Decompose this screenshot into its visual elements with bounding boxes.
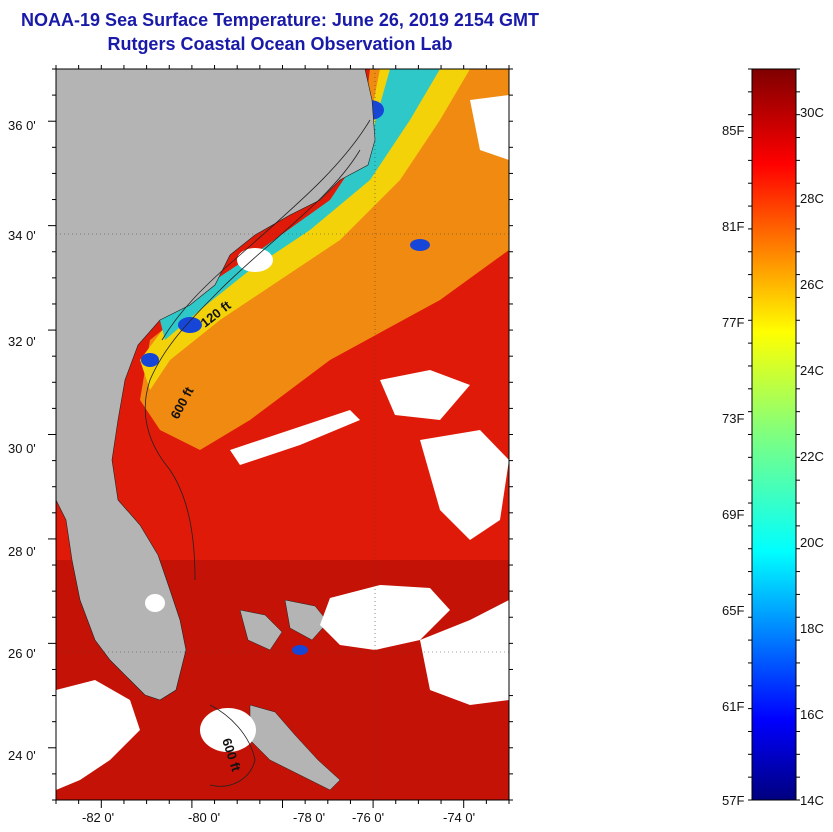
- lon-tick-label: -82 0': [82, 810, 114, 825]
- sst-map: [56, 69, 509, 800]
- colorbar-celsius-label: 28C: [800, 191, 824, 206]
- lat-tick-label: 30 0': [8, 441, 36, 456]
- lat-tick-label: 32 0': [8, 334, 36, 349]
- colorbar-ticks: [748, 68, 800, 801]
- depth-contour-600ft-south: [209, 704, 256, 787]
- colorbar-fahrenheit-label: 65F: [722, 603, 744, 618]
- lon-tick-label: -76 0': [352, 810, 384, 825]
- bahamas-land: [249, 704, 341, 791]
- cloud-cover: [56, 680, 140, 790]
- colorbar-celsius-label: 20C: [800, 535, 824, 550]
- colorbar-fahrenheit-label: 61F: [722, 699, 744, 714]
- axis-ticks: [48, 65, 513, 808]
- colorbar-fahrenheit-label: 81F: [722, 219, 744, 234]
- depth-contour-120ft: [161, 119, 371, 341]
- cloud-cover: [320, 585, 450, 650]
- colorbar-celsius-label: 24C: [800, 363, 824, 378]
- lat-tick-label: 34 0': [8, 228, 36, 243]
- shelf-cool-band: [140, 69, 509, 450]
- lat-tick-label: 36 0': [8, 118, 36, 133]
- lat-tick-label: 26 0': [8, 646, 36, 661]
- us-east-coast-land: [56, 69, 376, 701]
- depth-contour-600ft: [144, 149, 361, 581]
- lake-okeechobee: [145, 594, 165, 612]
- colorbar-fahrenheit-label: 69F: [722, 507, 744, 522]
- cloud-cover: [420, 600, 509, 705]
- colorbar-fahrenheit-label: 85F: [722, 123, 744, 138]
- colorbar-celsius-label: 26C: [800, 277, 824, 292]
- colorbar-celsius-label: 30C: [800, 105, 824, 120]
- cloud-cover: [470, 95, 509, 160]
- colorbar-celsius-label: 18C: [800, 621, 824, 636]
- bahamas-land: [284, 599, 329, 641]
- colorbar-celsius-label: 14C: [800, 793, 824, 808]
- bahamas-land: [239, 609, 283, 651]
- lat-tick-label: 24 0': [8, 748, 36, 763]
- latitude-axis: 36 0' 34 0' 32 0' 30 0' 28 0' 26 0' 24 0…: [8, 118, 36, 763]
- lon-tick-label: -78 0': [293, 810, 325, 825]
- cloud-cover: [230, 410, 360, 465]
- lon-tick-label: -74 0': [443, 810, 475, 825]
- cold-patch: [141, 353, 159, 367]
- cold-patch: [410, 239, 430, 251]
- colorbar-celsius-label: 16C: [800, 707, 824, 722]
- colorbar-fahrenheit-label: 57F: [722, 793, 744, 808]
- longitude-axis: -82 0' -80 0' -78 0' -76 0' -74 0': [82, 810, 475, 825]
- colorbar-fahrenheit-label: 77F: [722, 315, 744, 330]
- map-title: NOAA-19 Sea Surface Temperature: June 26…: [21, 10, 539, 30]
- lon-tick-label: -80 0': [188, 810, 220, 825]
- lat-tick-label: 28 0': [8, 544, 36, 559]
- colorbar-celsius-label: 22C: [800, 449, 824, 464]
- colorbar: 85F 81F 77F 73F 69F 65F 61F 57F 30C 28C …: [722, 68, 824, 808]
- colorbar-gradient: [751, 68, 797, 801]
- map-subtitle: Rutgers Coastal Ocean Observation Lab: [107, 34, 453, 54]
- shelf-cold-band: [160, 69, 440, 340]
- cloud-cover: [420, 430, 509, 540]
- colorbar-fahrenheit-label: 73F: [722, 411, 744, 426]
- cold-patch: [292, 645, 308, 655]
- cloud-cover: [380, 370, 470, 420]
- cold-patch: [178, 317, 202, 333]
- cloud-cover: [200, 708, 256, 752]
